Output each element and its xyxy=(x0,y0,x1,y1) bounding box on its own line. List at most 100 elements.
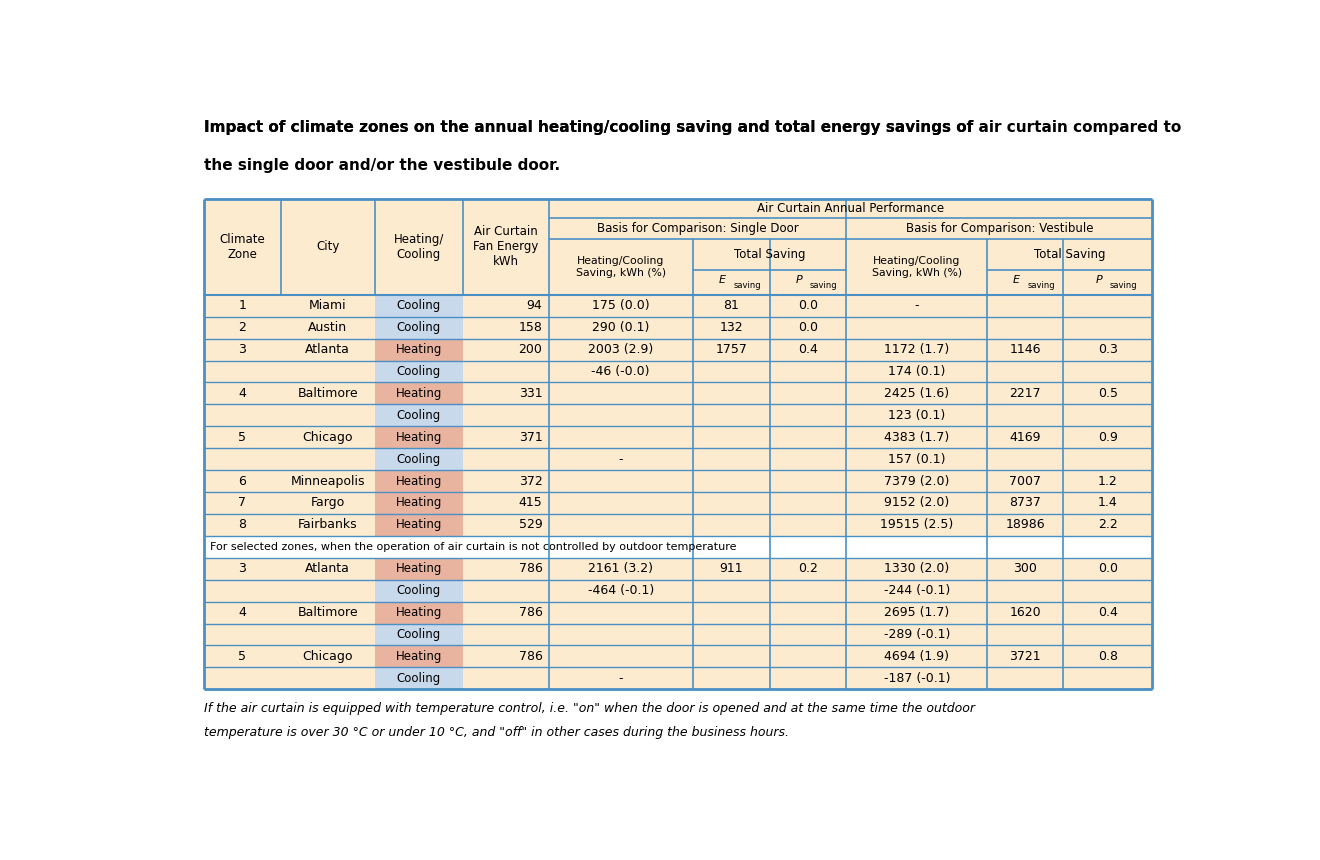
Text: 7007: 7007 xyxy=(1010,475,1041,488)
Bar xyxy=(846,667,987,689)
Bar xyxy=(203,667,281,689)
Text: Basis for Comparison: Vestibule: Basis for Comparison: Vestibule xyxy=(906,223,1093,236)
Text: 4694 (1.9): 4694 (1.9) xyxy=(884,650,949,663)
Text: 2217: 2217 xyxy=(1010,387,1041,400)
Text: Heating: Heating xyxy=(396,387,442,400)
Text: P: P xyxy=(1096,275,1102,286)
Text: 200: 200 xyxy=(519,343,543,356)
Bar xyxy=(770,514,846,536)
Bar xyxy=(281,383,375,404)
Text: 8: 8 xyxy=(238,519,247,531)
Text: -: - xyxy=(619,452,623,465)
Text: 1620: 1620 xyxy=(1010,606,1041,619)
Text: 0.0: 0.0 xyxy=(1098,562,1118,575)
Bar xyxy=(770,624,846,645)
Bar xyxy=(1063,383,1152,404)
Text: Cooling: Cooling xyxy=(396,321,441,335)
Text: 1330 (2.0): 1330 (2.0) xyxy=(884,562,949,575)
Text: Heating: Heating xyxy=(396,606,442,619)
Bar xyxy=(281,580,375,602)
Bar xyxy=(987,624,1063,645)
Bar xyxy=(203,339,281,360)
Text: Impact of climate zones on the annual heating/cooling saving and total energy sa: Impact of climate zones on the annual he… xyxy=(203,120,978,135)
Bar xyxy=(770,492,846,514)
Bar xyxy=(770,427,846,448)
Bar xyxy=(375,470,463,492)
Bar xyxy=(549,667,693,689)
Bar xyxy=(463,404,549,427)
Text: Heating: Heating xyxy=(396,475,442,488)
Bar xyxy=(693,360,770,383)
Bar xyxy=(549,218,846,239)
Bar xyxy=(770,383,846,404)
Bar xyxy=(987,339,1063,360)
Text: Heating: Heating xyxy=(396,562,442,575)
Text: Cooling: Cooling xyxy=(396,452,441,465)
Bar xyxy=(693,404,770,427)
Text: For selected zones, when the operation of air curtain is not controlled by outdo: For selected zones, when the operation o… xyxy=(210,542,737,552)
Text: 2: 2 xyxy=(239,321,246,335)
Text: City: City xyxy=(315,241,339,254)
Bar xyxy=(846,514,987,536)
Bar xyxy=(846,492,987,514)
Bar xyxy=(1063,270,1152,295)
Bar xyxy=(987,270,1063,295)
Bar xyxy=(846,316,987,339)
Text: Heating/
Cooling: Heating/ Cooling xyxy=(393,233,444,261)
Bar xyxy=(549,316,693,339)
Bar xyxy=(463,602,549,624)
Bar xyxy=(549,558,693,580)
Bar xyxy=(693,645,770,667)
Bar xyxy=(281,448,375,470)
Bar xyxy=(846,602,987,624)
Text: 4383 (1.7): 4383 (1.7) xyxy=(884,431,949,444)
Bar xyxy=(203,492,281,514)
Bar xyxy=(375,316,463,339)
Text: Heating: Heating xyxy=(396,431,442,444)
Text: -: - xyxy=(915,299,919,312)
Text: 786: 786 xyxy=(519,650,543,663)
Bar xyxy=(463,316,549,339)
Bar xyxy=(987,580,1063,602)
Bar xyxy=(693,316,770,339)
Bar xyxy=(203,624,281,645)
Text: 2695 (1.7): 2695 (1.7) xyxy=(884,606,949,619)
Bar xyxy=(846,339,987,360)
Text: saving: saving xyxy=(734,281,760,290)
Bar xyxy=(463,339,549,360)
Text: temperature is over 30 °C or under 10 °C, and "off" in other cases during the bu: temperature is over 30 °C or under 10 °C… xyxy=(203,726,789,739)
Text: 7379 (2.0): 7379 (2.0) xyxy=(884,475,949,488)
Text: Chicago: Chicago xyxy=(302,650,352,663)
Bar xyxy=(281,427,375,448)
Text: Cooling: Cooling xyxy=(396,299,441,312)
Bar xyxy=(987,645,1063,667)
Bar xyxy=(203,602,281,624)
Bar xyxy=(770,558,846,580)
Text: 8737: 8737 xyxy=(1010,496,1041,509)
Text: Minneapolis: Minneapolis xyxy=(290,475,364,488)
Text: 1146: 1146 xyxy=(1010,343,1041,356)
Bar xyxy=(1063,448,1152,470)
Text: 175 (0.0): 175 (0.0) xyxy=(591,299,649,312)
Text: 911: 911 xyxy=(719,562,743,575)
Text: Basis for Comparison: Single Door: Basis for Comparison: Single Door xyxy=(597,223,799,236)
Text: 786: 786 xyxy=(519,562,543,575)
Bar xyxy=(281,624,375,645)
Text: 4: 4 xyxy=(239,387,246,400)
Text: P: P xyxy=(796,275,803,286)
Bar xyxy=(987,383,1063,404)
Bar xyxy=(1063,667,1152,689)
Bar xyxy=(281,295,375,316)
Bar xyxy=(987,360,1063,383)
Bar xyxy=(770,360,846,383)
Text: 6: 6 xyxy=(239,475,246,488)
Text: -46 (-0.0): -46 (-0.0) xyxy=(591,365,649,378)
Bar xyxy=(549,514,693,536)
Bar xyxy=(1063,645,1152,667)
Bar xyxy=(281,514,375,536)
Bar xyxy=(549,448,693,470)
Bar xyxy=(203,427,281,448)
Bar xyxy=(463,295,549,316)
Bar xyxy=(375,602,463,624)
Text: 0.3: 0.3 xyxy=(1098,343,1118,356)
